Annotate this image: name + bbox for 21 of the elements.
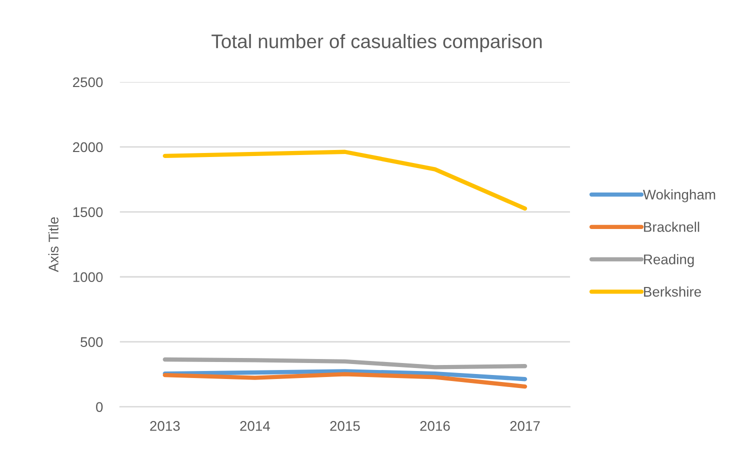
x-tick-label: 2017 (510, 421, 540, 431)
x-tick-label: 2016 (420, 421, 450, 431)
y-tick-label: 2500 (73, 77, 103, 88)
legend-label: Bracknell (644, 222, 700, 232)
line-series (162, 357, 528, 370)
line-series (162, 369, 528, 382)
y-tick-label: 2000 (73, 142, 103, 152)
line-series (162, 150, 528, 211)
y-tick-label: 0 (96, 402, 103, 412)
y-tick-label: 1500 (73, 207, 103, 218)
y-tick-label: 1000 (73, 272, 103, 282)
y-axis-title: Axis Title (48, 217, 58, 272)
x-tick-label: 2014 (240, 421, 270, 431)
chart-title: Total number of casualties comparison (212, 34, 542, 52)
line-series (162, 372, 528, 389)
legend-label: Berkshire (644, 286, 701, 297)
legend-label: Reading (644, 254, 694, 268)
y-tick-label: 500 (80, 337, 103, 348)
legend-label: Wokingham (642, 189, 716, 202)
x-tick-label: 2015 (330, 421, 360, 431)
x-tick-label: 2013 (150, 421, 180, 431)
